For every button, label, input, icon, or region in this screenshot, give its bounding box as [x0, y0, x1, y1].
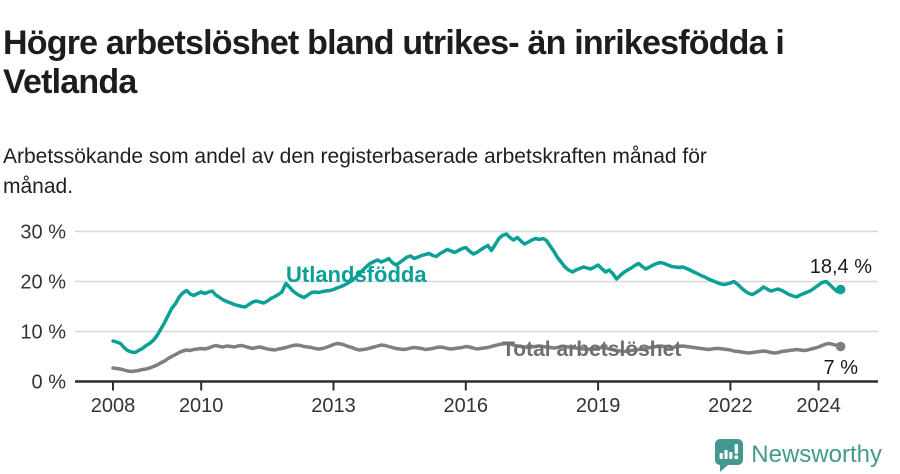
series-end-dot-total — [835, 341, 846, 352]
x-tick-label: 2022 — [708, 395, 753, 417]
y-tick-label: 0 % — [32, 372, 67, 394]
series-line-total — [111, 341, 843, 374]
series-label-utlandsfodda: Utlandsfödda — [286, 262, 427, 287]
end-value-label-utlandsfodda: 18,4 % — [809, 256, 872, 278]
x-tick-label: 2016 — [444, 395, 489, 417]
series-label-total-arbetsloshet: Total arbetslöshet — [502, 338, 682, 361]
end-value-label-total: 7 % — [823, 357, 858, 379]
series-end-dot-utlandsfodda — [835, 284, 846, 295]
y-tick-label: 10 % — [20, 322, 66, 344]
y-tick-label: 20 % — [20, 272, 66, 294]
x-tick-label: 2010 — [179, 395, 224, 417]
x-tick-label: 2024 — [796, 395, 841, 417]
x-tick-label: 2013 — [311, 395, 356, 417]
series-line-utlandsfodda — [111, 232, 843, 355]
newsworthy-logo[interactable]: Newsworthy — [715, 438, 882, 472]
bar-chart-speech-bubble-icon — [715, 438, 744, 472]
page-title: Högre arbetslöshet bland utrikes- än inr… — [3, 23, 785, 101]
newsworthy-wordmark: Newsworthy — [751, 441, 882, 468]
x-tick-label: 2019 — [576, 395, 621, 417]
y-tick-label: 30 % — [20, 222, 66, 244]
page-subtitle: Arbetssökande som andel av den registerb… — [3, 145, 707, 198]
x-tick-label: 2008 — [91, 395, 136, 417]
